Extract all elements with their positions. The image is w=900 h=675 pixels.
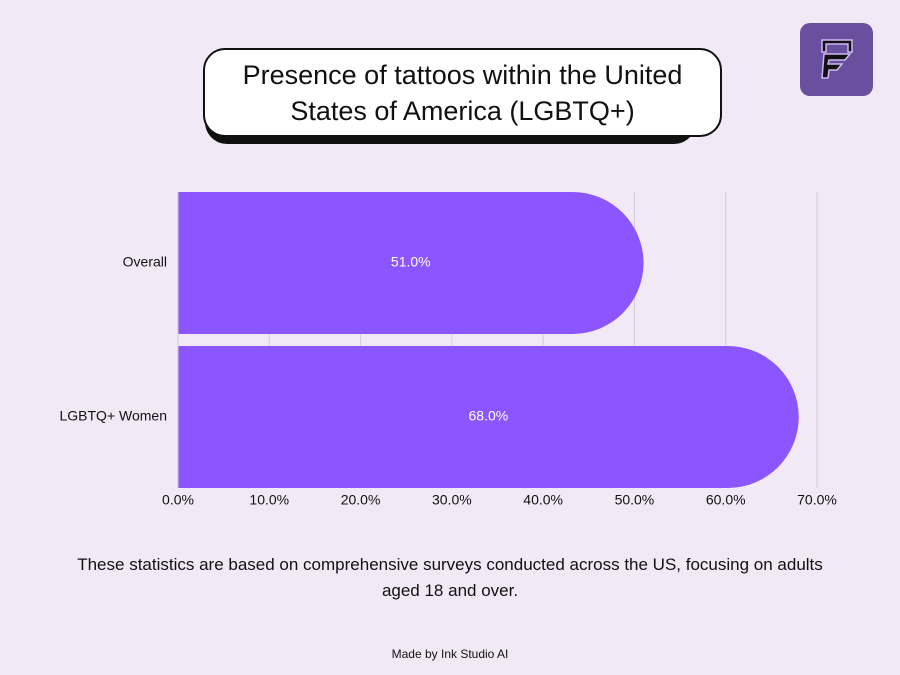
x-tick-label: 70.0% [797,492,837,508]
title-box: Presence of tattoos within the United St… [203,48,722,137]
x-tick-label: 20.0% [341,492,381,508]
x-tick-label: 30.0% [432,492,472,508]
x-tick-label: 0.0% [162,492,194,508]
x-tick-label: 60.0% [706,492,746,508]
data-label: 51.0% [391,254,431,270]
data-label: 68.0% [469,408,509,424]
credit: Made by Ink Studio AI [391,647,509,661]
x-tick-label: 10.0% [249,492,289,508]
logo [800,23,873,96]
x-tick-label: 40.0% [523,492,563,508]
footnote: These statistics are based on comprehens… [77,555,823,600]
chart-title: Presence of tattoos within the United St… [242,59,683,126]
bar [178,192,644,334]
y-tick-label: Overall [123,254,167,270]
x-tick-label: 50.0% [615,492,655,508]
y-tick-label: LGBTQ+ Women [59,408,167,424]
bar [178,346,799,488]
